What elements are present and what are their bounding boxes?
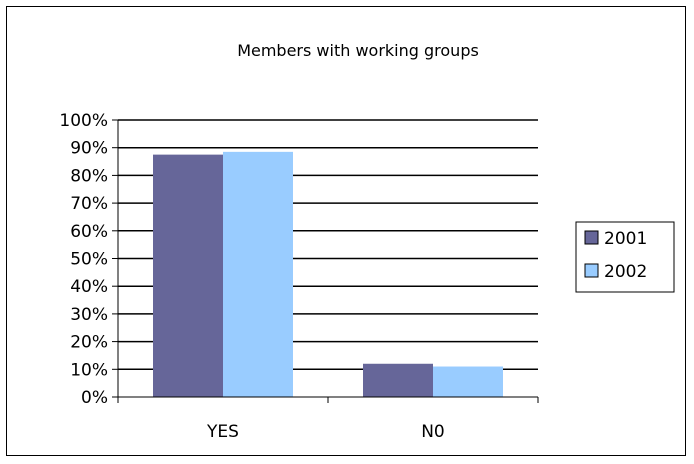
y-tick-label: 90% [70,139,108,159]
legend-swatch-2002 [585,264,598,277]
legend-label-2001: 2001 [604,229,647,249]
y-tick-label: 80% [70,166,108,186]
y-tick-label: 0% [81,388,108,408]
bar-2002-yes [223,152,293,397]
y-tick-label: 60% [70,222,108,242]
legend: 2001 2002 [576,222,674,292]
x-tick-labels: YES N0 [206,422,445,442]
y-tick-label: 70% [70,194,108,214]
legend-label-2002: 2002 [604,262,647,282]
chart-title: Members with working groups [237,41,479,60]
bars [153,152,503,397]
x-tick-label: N0 [421,422,445,442]
y-tick-label: 50% [70,250,108,270]
y-tick-label: 40% [70,277,108,297]
y-tick-labels: 0% 10% 20% 30% 40% 50% 60% 70% 80% 90% 100% [59,111,108,408]
legend-swatch-2001 [585,231,598,244]
bar-2002-n0 [433,367,503,397]
y-tick-label: 100% [59,111,108,131]
bar-2001-yes [153,155,223,397]
bar-2001-n0 [363,364,433,397]
y-tick-label: 10% [70,360,108,380]
y-tick-label: 20% [70,333,108,353]
x-tick-label: YES [206,422,239,442]
y-tick-label: 30% [70,305,108,325]
